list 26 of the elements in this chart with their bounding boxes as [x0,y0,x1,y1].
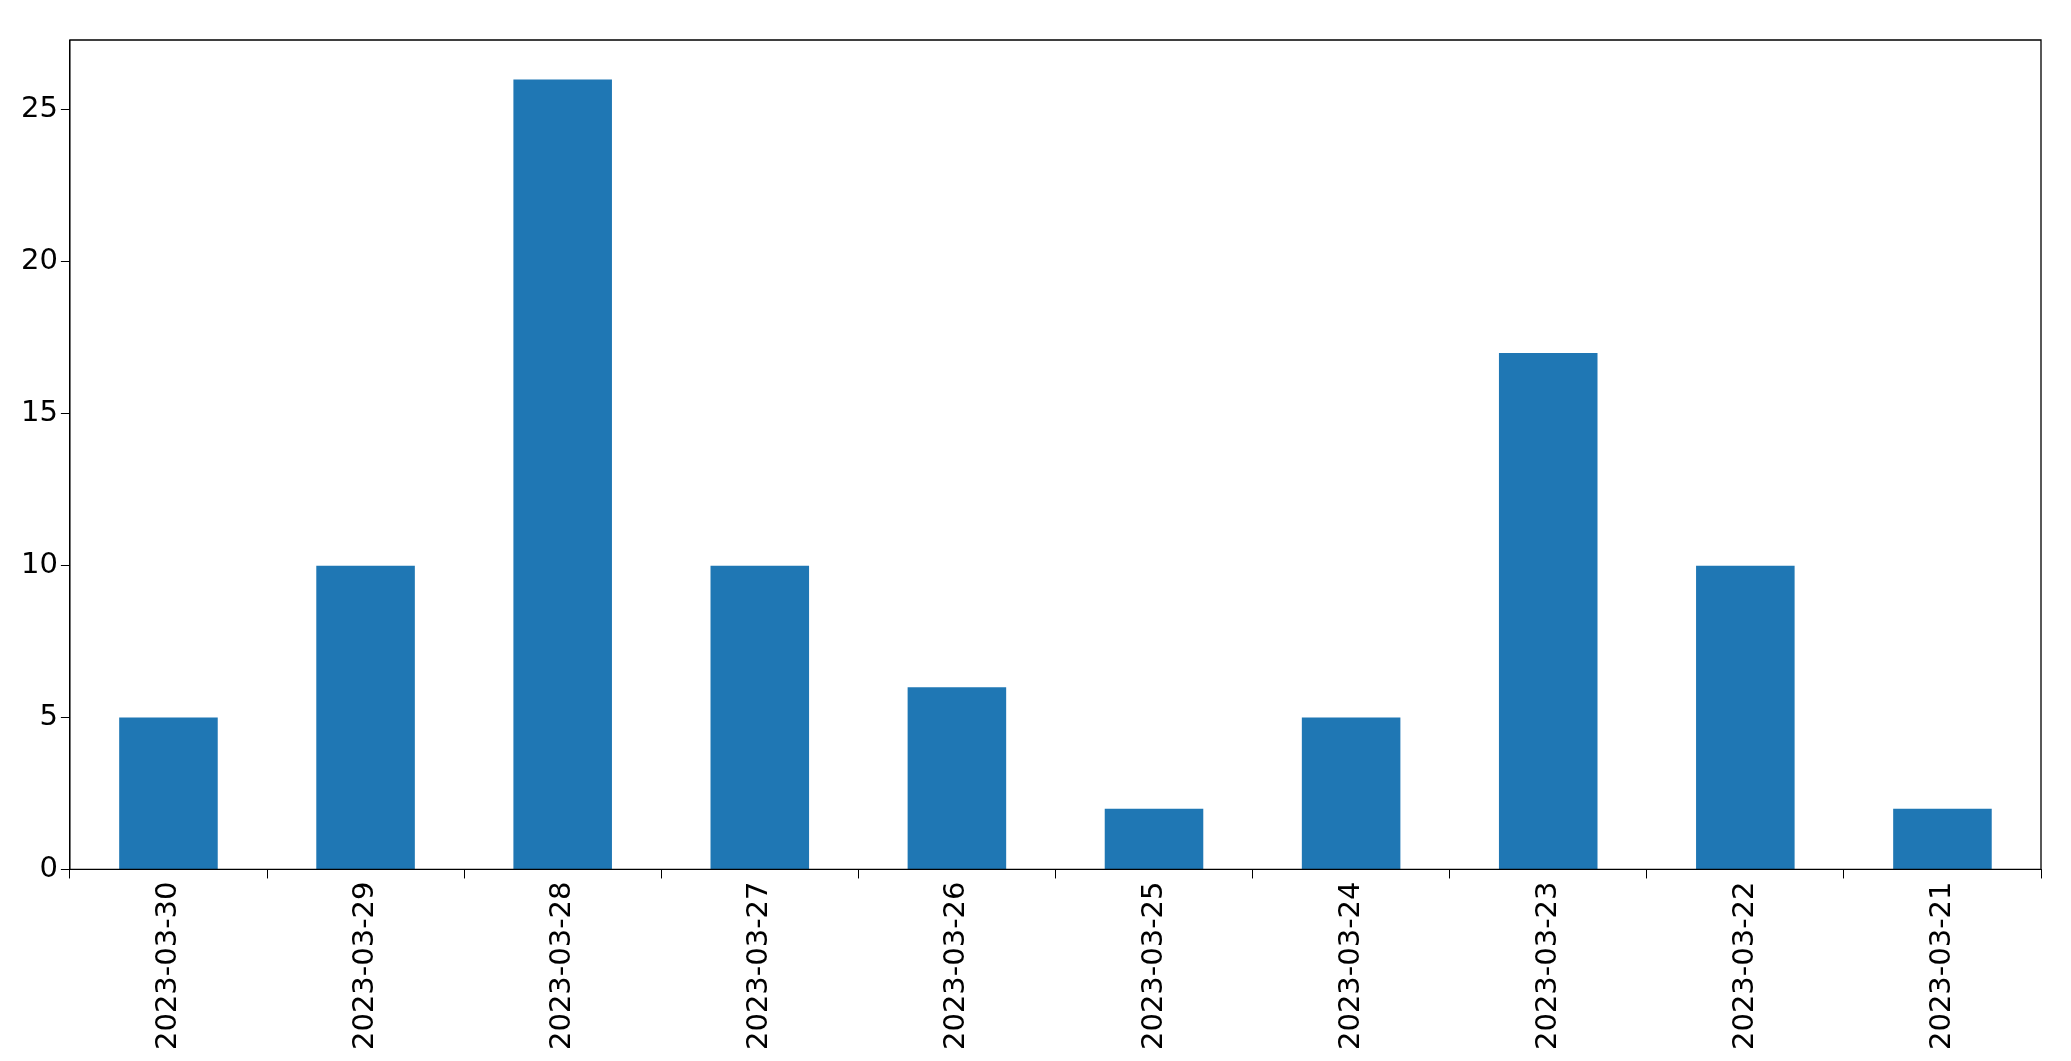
y-tick-label: 15 [21,394,58,429]
bar [1104,808,1204,869]
y-tick-label: 20 [21,242,58,277]
bar [513,79,612,869]
y-tick-label: 5 [39,698,58,733]
x-tick-label: 2023-03-23 [1528,881,1563,1051]
bar [907,687,1007,869]
y-tick-label: 25 [21,90,58,125]
x-tick-label: 2023-03-24 [1331,881,1366,1051]
y-tick-label: 0 [39,850,58,884]
x-tick-label: 2023-03-22 [1725,881,1760,1051]
bar [1696,565,1795,869]
x-tick-label: 2023-03-25 [1134,881,1169,1051]
bar [1893,808,1992,869]
x-tick-label: 2023-03-28 [543,881,578,1051]
y-tick-label: 10 [21,546,58,581]
x-tick-label: 2023-03-30 [148,881,183,1051]
x-tick-label: 2023-03-21 [1922,881,1957,1051]
bar [1498,352,1598,869]
x-tick-label: 2023-03-29 [346,881,381,1051]
bar [119,717,218,869]
x-tick-label: 2023-03-26 [937,881,972,1051]
x-tick-label: 2023-03-27 [740,881,775,1051]
bar [316,565,415,869]
bar [1301,717,1401,869]
bar [710,565,810,869]
